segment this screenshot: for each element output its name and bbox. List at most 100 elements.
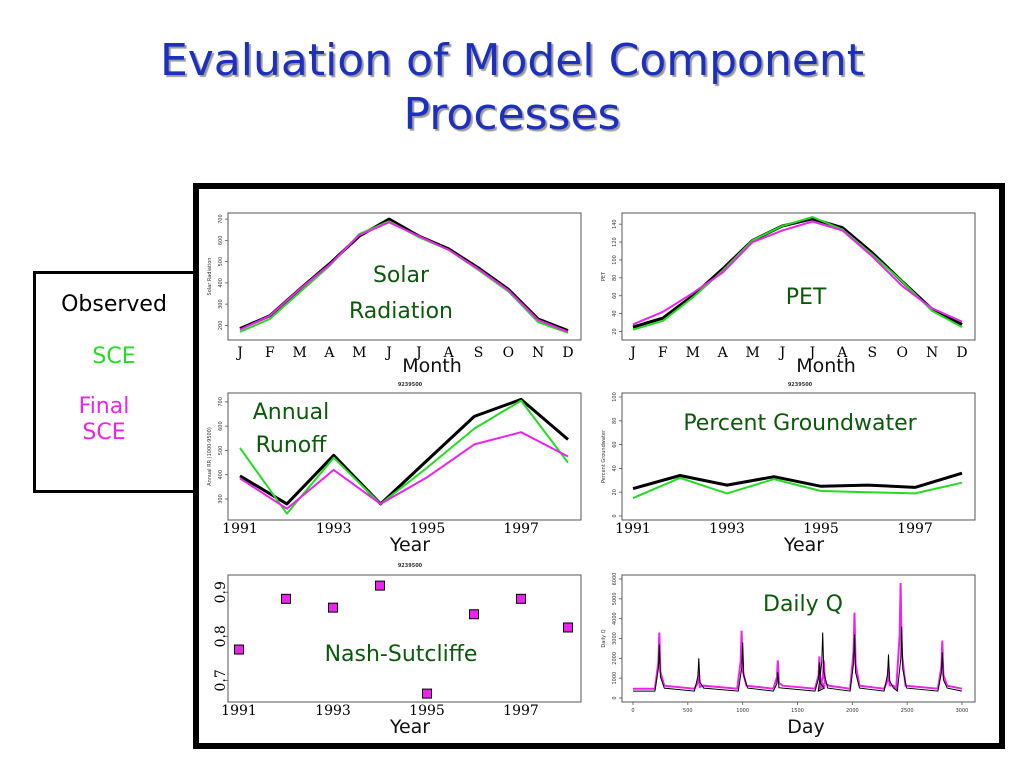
- chart1-x-axis-label: Month: [402, 355, 462, 377]
- chart1-y-tick-label: 200: [218, 321, 224, 331]
- chart6-x-tick-label: 1500: [791, 708, 804, 714]
- chart5-panel-label: Nash-Sutcliffe: [325, 642, 478, 667]
- figure-area: [199, 189, 999, 743]
- chart6-y-tick-label: 2000: [612, 652, 618, 665]
- chart5-point: [563, 622, 573, 633]
- chart6-y-tick-label: 4000: [612, 612, 618, 625]
- chart2-x-tick-label: A: [836, 345, 848, 361]
- chart3-series-observed: [239, 397, 569, 506]
- slide-title: Evaluation of Model Component Processes: [0, 34, 1024, 142]
- chart2-x-tick-label: D: [956, 345, 967, 361]
- chart1-panel-label: Solar: [373, 263, 430, 288]
- chart1-panel-label: Radiation: [349, 299, 453, 324]
- chart1-y-axis-label: Solar Radiation: [207, 258, 213, 296]
- chart2-x-tick-label: A: [717, 345, 729, 361]
- chart5-point: [281, 593, 291, 604]
- chart1-x-tick-label: A: [323, 345, 335, 361]
- chart1-plot-frame: [227, 212, 582, 341]
- chart3-series-sce: [239, 399, 569, 515]
- chart1-series-final-sce: [239, 221, 569, 333]
- chart1-x-tick-label: N: [532, 345, 544, 361]
- chart3-x-axis-label: Year: [389, 534, 430, 556]
- chart6-x-tick-label: 500: [683, 708, 693, 714]
- chart6-x-tick-label: 2000: [846, 708, 859, 714]
- chart5-y-tick-label: 0.9: [213, 581, 229, 603]
- chart3-y-tick-label: 500: [218, 446, 224, 456]
- chart4-subtitle: 9239500: [788, 382, 813, 388]
- legend-box: Observed SCE Final SCE: [33, 271, 197, 493]
- chart1-y-tick-label: 500: [218, 257, 224, 267]
- chart3-y-tick-label: 400: [218, 470, 224, 480]
- chart4-x-tick-label: 1991: [615, 521, 651, 537]
- chart2-y-tick-label: 120: [612, 237, 618, 247]
- chart2-series-sce: [632, 216, 963, 331]
- chart2-panel-label: PET: [786, 285, 827, 310]
- slide-title-line2: Processes: [403, 89, 621, 140]
- chart6-x-tick-label: 3000: [956, 708, 969, 714]
- chart2-y-axis-label: PET: [601, 271, 607, 281]
- chart6-x-tick-label: 0: [631, 708, 634, 714]
- chart1-x-tick-label: M: [352, 345, 366, 361]
- chart4-x-tick-label: 1995: [803, 521, 839, 537]
- chart3-y-axis-label: Annual RR (1000-9500): [207, 427, 213, 486]
- chart1-x-tick-label: M: [292, 345, 306, 361]
- chart2-x-tick-label: N: [926, 345, 938, 361]
- chart2-y-tick-label: 100: [612, 255, 618, 265]
- chart6-y-tick-label: 0: [612, 696, 618, 699]
- chart2-x-tick-label: S: [867, 345, 877, 361]
- chart1-x-tick-label: J: [235, 345, 243, 361]
- chart5-x-tick-label: 1993: [315, 703, 351, 719]
- chart2-x-tick-label: F: [658, 345, 668, 361]
- chart2-series-observed: [632, 217, 963, 329]
- chart6-y-tick-label: 6000: [612, 573, 618, 586]
- chart5-point: [328, 602, 338, 613]
- chart4-x-axis-label: Year: [783, 534, 824, 556]
- chart2-plot-frame: [621, 212, 976, 341]
- chart3-plot-frame: [227, 392, 582, 521]
- chart1-y-tick-label: 300: [218, 299, 224, 309]
- chart5-plot-frame: [227, 574, 582, 703]
- chart4-y-tick-label: 20: [612, 489, 618, 495]
- chart3-y-tick-label: 700: [218, 397, 224, 407]
- chart4-y-axis-label: Percent Groundwater: [601, 429, 607, 483]
- chart5-y-tick-label: 0.7: [213, 669, 229, 691]
- chart5-x-axis-label: Year: [389, 716, 430, 738]
- chart2-x-tick-label: J: [778, 345, 786, 361]
- chart5-point: [375, 580, 385, 591]
- chart3-panel-label: Annual: [253, 400, 329, 425]
- chart5-x-tick-label: 1991: [221, 703, 257, 719]
- chart6-y-tick-label: 5000: [612, 592, 618, 605]
- legend-observed: Observed: [61, 292, 167, 317]
- chart1-x-tick-label: J: [384, 345, 392, 361]
- chart6-series-observed: [633, 626, 963, 693]
- chart5-x-tick-label: 1997: [503, 703, 539, 719]
- chart3-x-tick-label: 1997: [503, 521, 539, 537]
- chart6-y-tick-label: 3000: [612, 632, 618, 645]
- chart3-y-tick-label: 300: [218, 494, 224, 504]
- legend-final-sce-line1: Final: [78, 394, 130, 419]
- chart2-y-tick-label: 20: [612, 328, 618, 334]
- chart2-y-tick-label: 60: [612, 293, 618, 299]
- chart1-x-tick-label: S: [474, 345, 484, 361]
- chart3-x-tick-label: 1991: [222, 521, 258, 537]
- chart4-y-tick-label: 0: [612, 514, 618, 517]
- chart1-y-tick-label: 700: [218, 214, 224, 224]
- chart6-x-tick-label: 2500: [901, 708, 914, 714]
- chart5-subtitle: 9239500: [398, 563, 423, 569]
- chart2-series-final-sce: [632, 220, 963, 326]
- chart4-panel-label: Percent Groundwater: [683, 411, 917, 436]
- chart3-subtitle: 9239500: [398, 382, 423, 388]
- chart4-y-tick-label: 100: [612, 392, 618, 402]
- chart4-series-sce: [632, 476, 963, 500]
- chart4-x-tick-label: 1997: [897, 521, 933, 537]
- chart6-y-axis-label: Daily Q: [601, 629, 607, 647]
- chart1-y-tick-label: 600: [218, 236, 224, 246]
- chart6-x-tick-label: 1000: [736, 708, 749, 714]
- chart1-x-tick-label: F: [265, 345, 275, 361]
- chart1-x-tick-label: O: [503, 345, 514, 361]
- chart5-point: [516, 593, 526, 604]
- chart4-y-tick-label: 40: [612, 465, 618, 471]
- chart1-x-tick-label: A: [443, 345, 455, 361]
- legend-final-sce-line2: SCE: [82, 420, 126, 445]
